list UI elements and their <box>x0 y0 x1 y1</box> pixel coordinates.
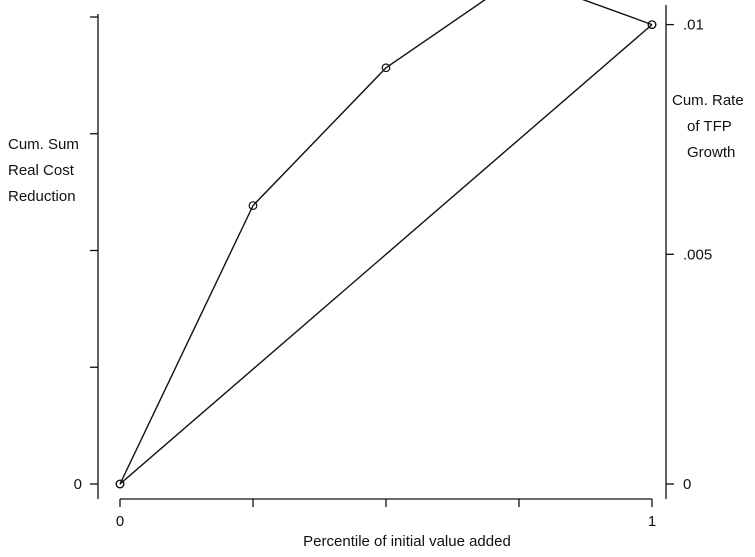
left-tick-label: 0 <box>74 476 82 493</box>
data-point <box>381 63 391 73</box>
right-tick-label: 0 <box>683 476 691 493</box>
x-tick-label: 1 <box>648 513 656 530</box>
left-axis-title-line: Cum. Sum <box>8 136 79 153</box>
left-axis-title-line: Reduction <box>8 188 76 205</box>
data-point <box>647 20 657 29</box>
right-axis-title: Cum. Rate of TFP Growth <box>672 92 744 161</box>
x-tick-label: 0 <box>116 513 124 530</box>
data-point <box>248 201 258 211</box>
right-axis-title-line: of TFP <box>687 118 732 135</box>
data-point <box>115 479 125 489</box>
series-line <box>119 0 653 485</box>
plot-marks: 0 1 0 0 .005 .01 <box>74 0 712 530</box>
series-line <box>119 24 653 485</box>
x-axis-title: Percentile of initial value added <box>303 533 511 550</box>
right-axis-title-line: Cum. Rate <box>672 92 744 109</box>
right-axis-title-line: Growth <box>687 144 735 161</box>
right-tick-label: .01 <box>683 17 704 34</box>
right-tick-label: .005 <box>683 246 712 263</box>
left-axis-title: Cum. Sum Real Cost Reduction <box>8 136 79 205</box>
left-axis-title-line: Real Cost <box>8 162 75 179</box>
